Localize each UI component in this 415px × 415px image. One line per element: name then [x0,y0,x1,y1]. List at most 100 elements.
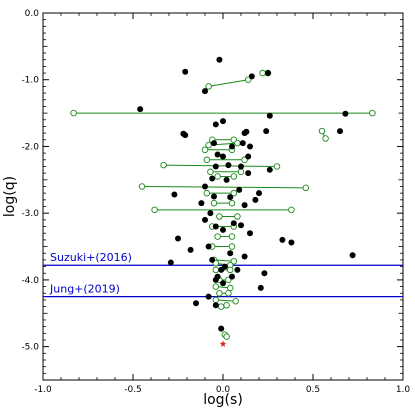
filled-point [212,276,219,283]
open-point [203,189,211,197]
y-tick-label: -4.0 [21,276,39,286]
filled-point [212,121,219,128]
open-point [212,296,220,304]
filled-point [257,284,264,291]
segment-line [163,164,278,167]
filled-point [205,243,212,250]
filled-point [212,223,219,230]
y-tick-label: -3.0 [21,209,39,219]
filled-point [220,280,226,287]
filled-point [243,128,250,135]
open-point [234,213,241,220]
open-point [203,156,211,164]
filled-point [256,190,262,197]
open-point [214,173,221,180]
star-point [219,340,227,347]
filled-point [245,153,252,160]
filled-point [202,183,208,190]
filled-point [202,216,208,223]
open-point [234,139,241,147]
open-point [318,127,326,135]
open-point [288,206,295,214]
filled-point [238,222,244,229]
filled-point [247,143,253,150]
filled-point [247,230,253,237]
filled-point [198,200,205,207]
filled-point [167,259,174,266]
open-point [205,83,212,90]
filled-point [205,293,212,300]
filled-point [252,196,259,203]
x-tick-label: 0.5 [306,385,320,395]
open-point [302,184,310,192]
x-axis-label: log(s) [203,392,243,408]
segment-line [208,79,249,87]
filled-point [209,175,216,182]
filled-point [245,170,252,177]
segment-line [215,299,236,302]
filled-point [227,250,234,257]
y-tick-label: 0.0 [25,9,40,19]
filled-point [171,191,178,198]
filled-point [337,128,343,135]
filled-point [137,106,144,113]
open-point [228,233,236,240]
filled-point [218,266,225,273]
filled-point [241,202,248,209]
x-tick-label: -1.0 [34,385,52,395]
filled-point [227,194,234,201]
filled-point [265,70,271,77]
x-tick-label: -0.5 [124,385,142,395]
open-point [226,284,234,292]
filled-point [214,151,221,158]
open-point [212,283,220,290]
x-tick-label: 1.0 [396,385,411,395]
filled-point [212,302,219,309]
filled-point [220,226,226,233]
filled-point [225,162,232,169]
filled-point [248,73,255,80]
open-point [232,298,239,305]
open-point [322,135,329,142]
open-point [214,233,221,240]
filled-point [187,246,194,253]
open-point [369,109,376,117]
open-point [273,163,281,170]
filled-point [211,193,217,200]
filled-point [182,132,189,139]
open-point [151,206,158,214]
filled-point [230,220,237,227]
open-point [230,189,238,197]
threshold-lines: Suzuki+(2016) Jung+(2019) [43,251,403,298]
open-point [230,173,238,180]
y-tick-label: -5.0 [21,343,39,353]
filled-point [220,118,226,125]
filled-point [212,163,219,170]
star-marker [219,340,227,347]
open-point [201,146,209,154]
annotation-label: Jung+(2019) [49,283,120,296]
filled-point [229,143,235,150]
open-point [228,199,236,207]
open-point [216,213,223,220]
filled-point [263,128,270,135]
filled-point [234,266,241,273]
x-tick-label: 0.0 [216,385,231,395]
filled-point [216,56,223,63]
annotation-label: Suzuki+(2016) [50,251,132,264]
filled-point [349,252,356,259]
filled-point [207,210,214,217]
y-tick-label: -2.0 [21,142,39,152]
open-circle-segments [70,69,376,340]
filled-point [202,88,208,95]
axis-ticks: -1.0 -0.5 0.0 0.5 1.0 0.0 -1.0 -2.0 -3.0 -4.0 -5.0 [21,9,410,395]
filled-point [288,239,295,246]
open-point [205,141,212,149]
plot-frame [42,12,404,381]
open-point [228,243,236,250]
filled-point [193,300,199,307]
open-point [212,266,220,274]
open-point [259,69,266,77]
open-point [138,183,146,190]
